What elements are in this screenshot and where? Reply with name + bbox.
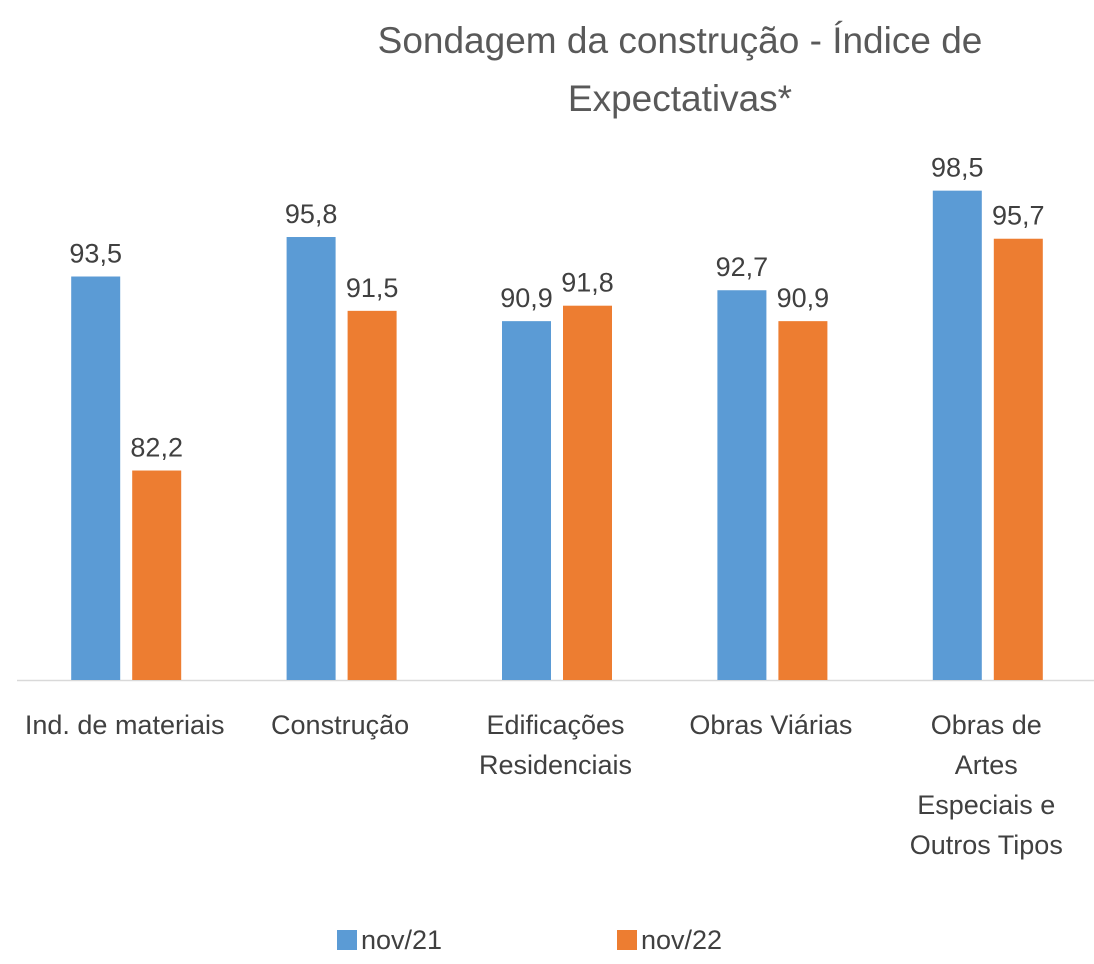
x-tick-label: Edificações Residenciais bbox=[478, 710, 633, 780]
data-label: 82,2 bbox=[130, 433, 183, 463]
x-tick-label: Obras de Artes Especiais e Outros Tipos bbox=[909, 710, 1063, 860]
chart-title: Sondagem da construção - Índice de Expec… bbox=[377, 20, 983, 119]
bar bbox=[563, 305, 612, 680]
x-tick-label: Ind. de materiais bbox=[24, 710, 225, 740]
legend-item: nov/22 bbox=[617, 920, 722, 960]
bar bbox=[932, 190, 982, 680]
data-label: 95,7 bbox=[992, 201, 1045, 231]
x-tick-label: Obras Viárias bbox=[689, 710, 853, 740]
bar bbox=[71, 276, 121, 680]
data-label: 91,5 bbox=[346, 273, 399, 303]
data-label: 98,5 bbox=[931, 153, 984, 183]
bar bbox=[132, 470, 182, 680]
data-label: 91,8 bbox=[561, 268, 614, 298]
bar bbox=[286, 237, 336, 680]
legend-swatch bbox=[617, 930, 637, 950]
bar bbox=[993, 238, 1043, 680]
legend-label: nov/22 bbox=[641, 925, 723, 955]
data-label: 90,9 bbox=[500, 283, 553, 313]
data-label: 93,5 bbox=[69, 239, 122, 269]
legend-label: nov/21 bbox=[361, 925, 443, 955]
bar bbox=[778, 321, 828, 680]
legend-item: nov/21 bbox=[337, 920, 442, 960]
legend-swatch bbox=[337, 930, 357, 950]
data-label: 90,9 bbox=[777, 283, 830, 313]
x-tick-label: Construção bbox=[271, 710, 410, 740]
data-label: 95,8 bbox=[285, 199, 338, 229]
bar bbox=[347, 310, 397, 680]
bar bbox=[717, 290, 767, 680]
data-label: 92,7 bbox=[716, 252, 769, 282]
bar bbox=[502, 321, 551, 680]
